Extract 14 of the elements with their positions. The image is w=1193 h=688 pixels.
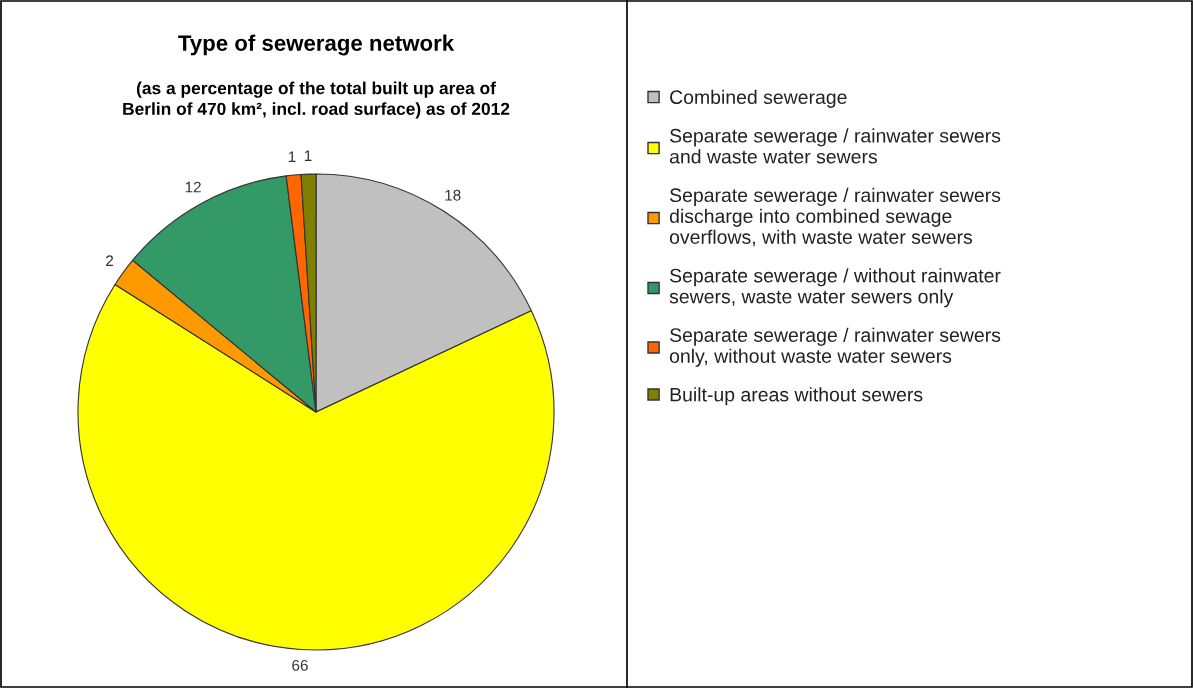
- legend-label: Separate sewerage / rainwater sewers and waste water sewers: [669, 128, 1001, 164]
- data-label: 12: [185, 181, 201, 193]
- data-label: 1: [304, 150, 312, 161]
- chart-title: Type of sewerage network: [178, 34, 455, 56]
- data-label: 18: [445, 189, 461, 201]
- legend-label: Built-up areas without sewers: [670, 387, 923, 406]
- data-label: 1: [288, 151, 296, 162]
- chart-subtitle: (as a percentage of the total built up area of Berlin of 470 km², incl. road surface) as of 2012: [123, 81, 510, 119]
- legend-label: Separate sewerage / without rainwater sewers, waste water sewers only: [669, 268, 1001, 308]
- data-label: 2: [106, 255, 114, 266]
- legend-label: Separate sewerage / rainwater sewers discharge into combined sewage overflows, with waste water sewers: [669, 187, 1001, 247]
- data-label: 66: [292, 659, 308, 671]
- legend-label: Separate sewerage / rainwater sewers only, without waste water sewers: [669, 327, 1001, 367]
- legend-label: Combined sewerage: [670, 89, 847, 108]
